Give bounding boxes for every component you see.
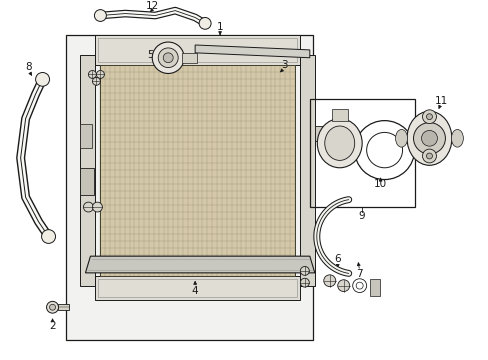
Bar [100, 65, 294, 276]
Ellipse shape [395, 130, 407, 147]
Circle shape [422, 110, 436, 123]
Circle shape [413, 123, 445, 154]
Ellipse shape [450, 130, 463, 147]
Circle shape [92, 202, 102, 212]
Circle shape [426, 153, 431, 159]
Bar [95, 276, 299, 300]
Bar [331, 109, 347, 121]
Circle shape [94, 10, 106, 21]
Text: 7: 7 [356, 269, 362, 279]
Circle shape [422, 149, 436, 163]
Text: 12: 12 [145, 1, 159, 11]
Text: 5: 5 [147, 50, 153, 60]
Circle shape [92, 77, 100, 85]
Text: 10: 10 [373, 180, 386, 189]
Circle shape [46, 301, 59, 313]
Circle shape [323, 275, 335, 287]
Bar [100, 65, 294, 276]
Circle shape [152, 42, 184, 73]
Bar [314, 126, 332, 141]
Circle shape [49, 304, 56, 310]
Circle shape [41, 230, 56, 243]
Circle shape [36, 72, 49, 86]
Ellipse shape [324, 126, 354, 161]
Bar [81, 123, 92, 148]
Circle shape [158, 48, 178, 68]
Text: 8: 8 [25, 62, 32, 72]
Circle shape [96, 71, 104, 78]
Bar [98, 38, 296, 62]
Bar [81, 55, 95, 285]
Polygon shape [195, 45, 309, 58]
Text: 6: 6 [334, 254, 340, 264]
Bar [95, 35, 299, 65]
Bar [182, 53, 197, 63]
Text: 4: 4 [191, 285, 198, 296]
Text: 1: 1 [216, 22, 223, 32]
Circle shape [88, 71, 96, 78]
Circle shape [163, 53, 173, 63]
Text: 9: 9 [358, 211, 364, 221]
Circle shape [300, 278, 309, 287]
Text: 2: 2 [49, 321, 56, 331]
Circle shape [426, 114, 431, 120]
Polygon shape [85, 256, 314, 273]
Bar [98, 279, 296, 297]
Bar [369, 279, 379, 296]
Circle shape [337, 280, 349, 292]
Circle shape [300, 266, 309, 275]
Circle shape [83, 202, 93, 212]
Ellipse shape [317, 119, 362, 168]
Text: 3: 3 [281, 60, 287, 69]
Bar [299, 55, 314, 285]
Circle shape [421, 130, 437, 146]
Bar [309, 99, 414, 207]
Bar [65, 35, 312, 340]
Bar [81, 168, 94, 195]
Text: 11: 11 [434, 96, 447, 106]
Circle shape [199, 18, 211, 29]
Bar [58, 304, 69, 310]
Ellipse shape [406, 111, 451, 165]
